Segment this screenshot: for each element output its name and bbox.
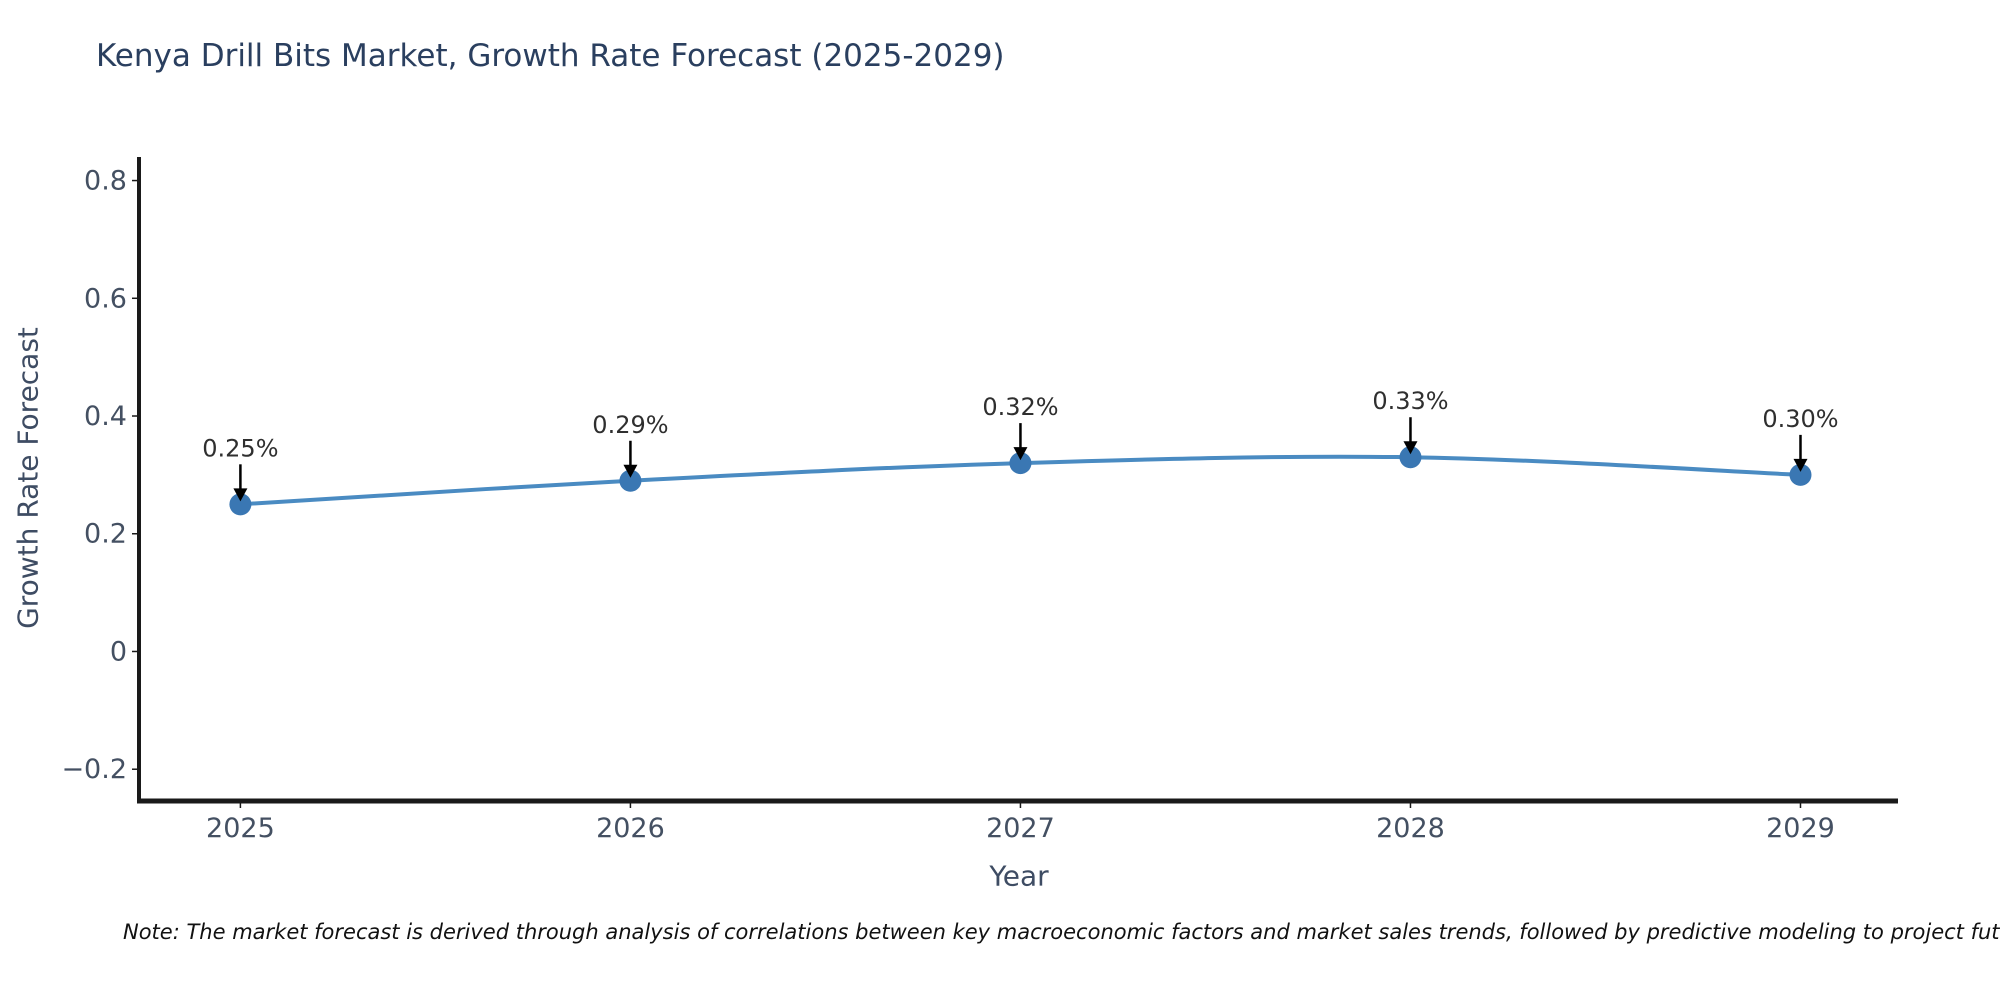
x-tick-label: 2029 [1766,813,1835,844]
chart-title: Kenya Drill Bits Market, Growth Rate For… [96,38,1005,74]
data-point-label: 0.32% [982,393,1058,421]
x-tick-label: 2027 [986,813,1055,844]
data-point-marker [1789,463,1812,486]
y-tick-label: 0.8 [84,166,127,197]
y-tick-label: 0.6 [84,283,127,314]
annotation-arrow-head [233,488,248,502]
y-tick-label: −0.2 [61,754,127,785]
data-point-marker [619,469,642,492]
x-tick-label: 2025 [206,813,275,844]
data-point-label: 0.29% [592,411,668,439]
data-point-marker [229,493,252,516]
y-tick-label: 0.2 [84,519,127,550]
x-tick-label: 2026 [596,813,665,844]
data-point-label: 0.30% [1762,405,1838,433]
data-point-label: 0.25% [202,434,278,462]
x-axis-label: Year [989,859,1049,893]
data-point-marker [1009,452,1032,475]
annotation-arrow-head [1793,458,1808,472]
data-point-marker [1399,446,1422,469]
annotation-arrow-head [1013,447,1028,461]
footnote-text: Note: The market forecast is derived thr… [123,920,2000,944]
data-point-label: 0.33% [1372,387,1448,415]
annotation-arrow-head [623,464,638,478]
annotation-arrow-head [1403,441,1418,455]
y-tick-label: 0 [110,636,127,667]
x-tick-label: 2028 [1376,813,1445,844]
y-tick-label: 0.4 [84,401,127,432]
